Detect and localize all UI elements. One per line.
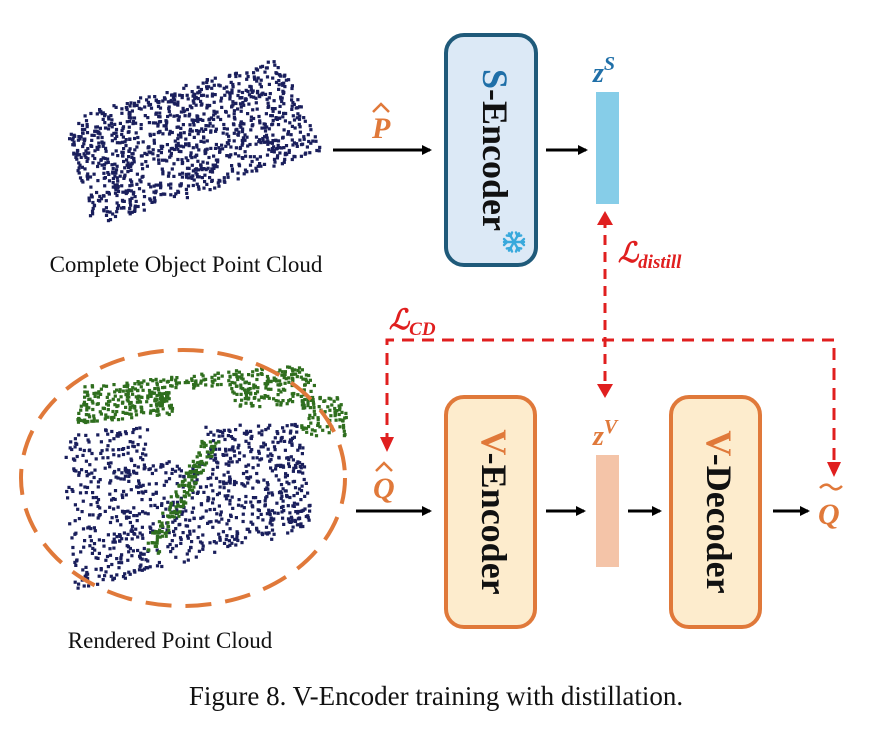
q-tilde-symbol: Q [818,483,843,531]
rendered-cloud-label: Rendered Point Cloud [68,628,273,653]
complete-cloud-label: Complete Object Point Cloud [50,252,323,277]
v-encoder-block [444,395,537,629]
latent-zv-bar [596,455,619,567]
latent-zs-bar [596,92,619,204]
zs-symbol: zS [592,53,615,89]
zv-symbol: zV [592,416,619,452]
loss-distill-label: ℒdistill [618,238,682,273]
v-decoder-block [669,395,762,629]
svg-text:Q: Q [373,472,395,505]
distill-arrowhead-down [597,384,613,398]
v-decoder-label: V-Decoder [699,430,739,593]
figure-caption: Figure 8. V-Encoder training with distil… [189,681,683,711]
cd-arrowhead-right [827,462,841,477]
cd-connector [385,338,836,468]
loss-cd-label: ℒCD [389,305,436,340]
svg-text:P: P [371,112,391,145]
cd-arrowhead-left [380,437,394,452]
complete-object-point-cloud [68,60,322,223]
snowflake-icon [502,231,526,253]
svg-text:Q: Q [818,498,840,531]
p-hat-symbol: P [371,102,391,145]
v-encoder-label: V-Encoder [474,429,514,594]
rendered-point-cloud [64,365,348,590]
q-hat-symbol: Q [373,461,395,505]
distill-arrowhead-up [597,211,613,225]
s-encoder-block [444,33,538,267]
s-encoder-label: S-Encoder [475,69,515,231]
highlight-ellipse [19,348,347,608]
